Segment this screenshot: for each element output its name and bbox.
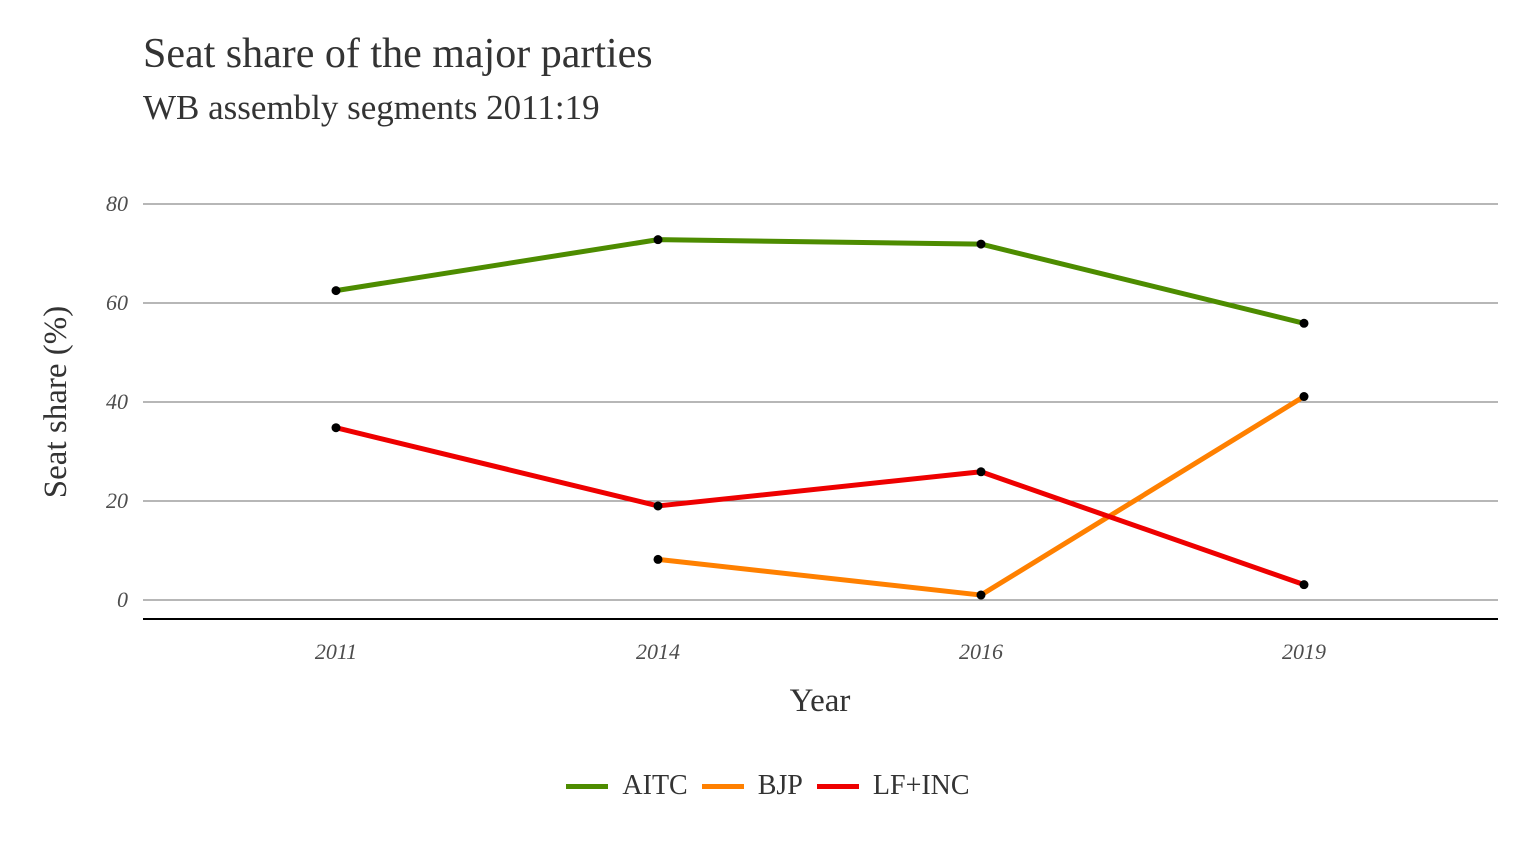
x-axis-title: Year [790, 683, 851, 719]
data-point [1299, 318, 1309, 328]
data-point [653, 235, 663, 245]
y-tick-label: 20 [106, 488, 128, 513]
legend-label: BJP [757, 770, 803, 801]
data-point [976, 590, 986, 600]
chart-title: Seat share of the major parties [143, 31, 653, 77]
x-tick-label: 2011 [315, 639, 357, 664]
legend-label: LF+INC [872, 770, 970, 801]
data-point [976, 467, 986, 477]
legend: AITC BJP LF+INC [0, 770, 1536, 802]
data-point [1299, 392, 1309, 402]
legend-label: AITC [622, 770, 688, 801]
x-tick-label: 2014 [636, 639, 680, 664]
gridlines [143, 203, 1498, 601]
y-tick-label: 40 [106, 389, 128, 414]
series-line-lf-inc [335, 425, 1305, 588]
x-axis-ticks: 2011 2014 2016 2019 [315, 639, 1326, 664]
y-tick-label: 0 [117, 587, 128, 612]
line-chart: 0 20 40 60 80 2011 2014 2016 2019 Year Seat sha… [38, 191, 1498, 719]
data-point [976, 239, 986, 249]
legend-item: AITC [566, 770, 688, 802]
legend-key [816, 783, 859, 789]
y-axis-ticks: 0 20 40 60 80 [106, 191, 128, 612]
legend-item: LF+INC [816, 770, 970, 802]
x-tick-label: 2016 [959, 639, 1003, 664]
series-lines [335, 237, 1306, 598]
data-point [331, 286, 341, 296]
data-point [1299, 580, 1309, 590]
chart-subtitle: WB assembly segments 2011:19 [143, 88, 600, 127]
data-points [331, 235, 1309, 600]
legend-item: BJP [701, 770, 803, 802]
y-tick-label: 80 [106, 191, 128, 216]
data-point [653, 554, 663, 564]
series-line-aitc [335, 237, 1305, 326]
y-tick-label: 60 [106, 290, 128, 315]
legend-key [566, 783, 609, 789]
y-axis-title: Seat share (%) [38, 306, 74, 498]
data-point [653, 501, 663, 511]
x-tick-label: 2019 [1282, 639, 1326, 664]
data-point [331, 423, 341, 433]
legend-key [701, 783, 744, 789]
